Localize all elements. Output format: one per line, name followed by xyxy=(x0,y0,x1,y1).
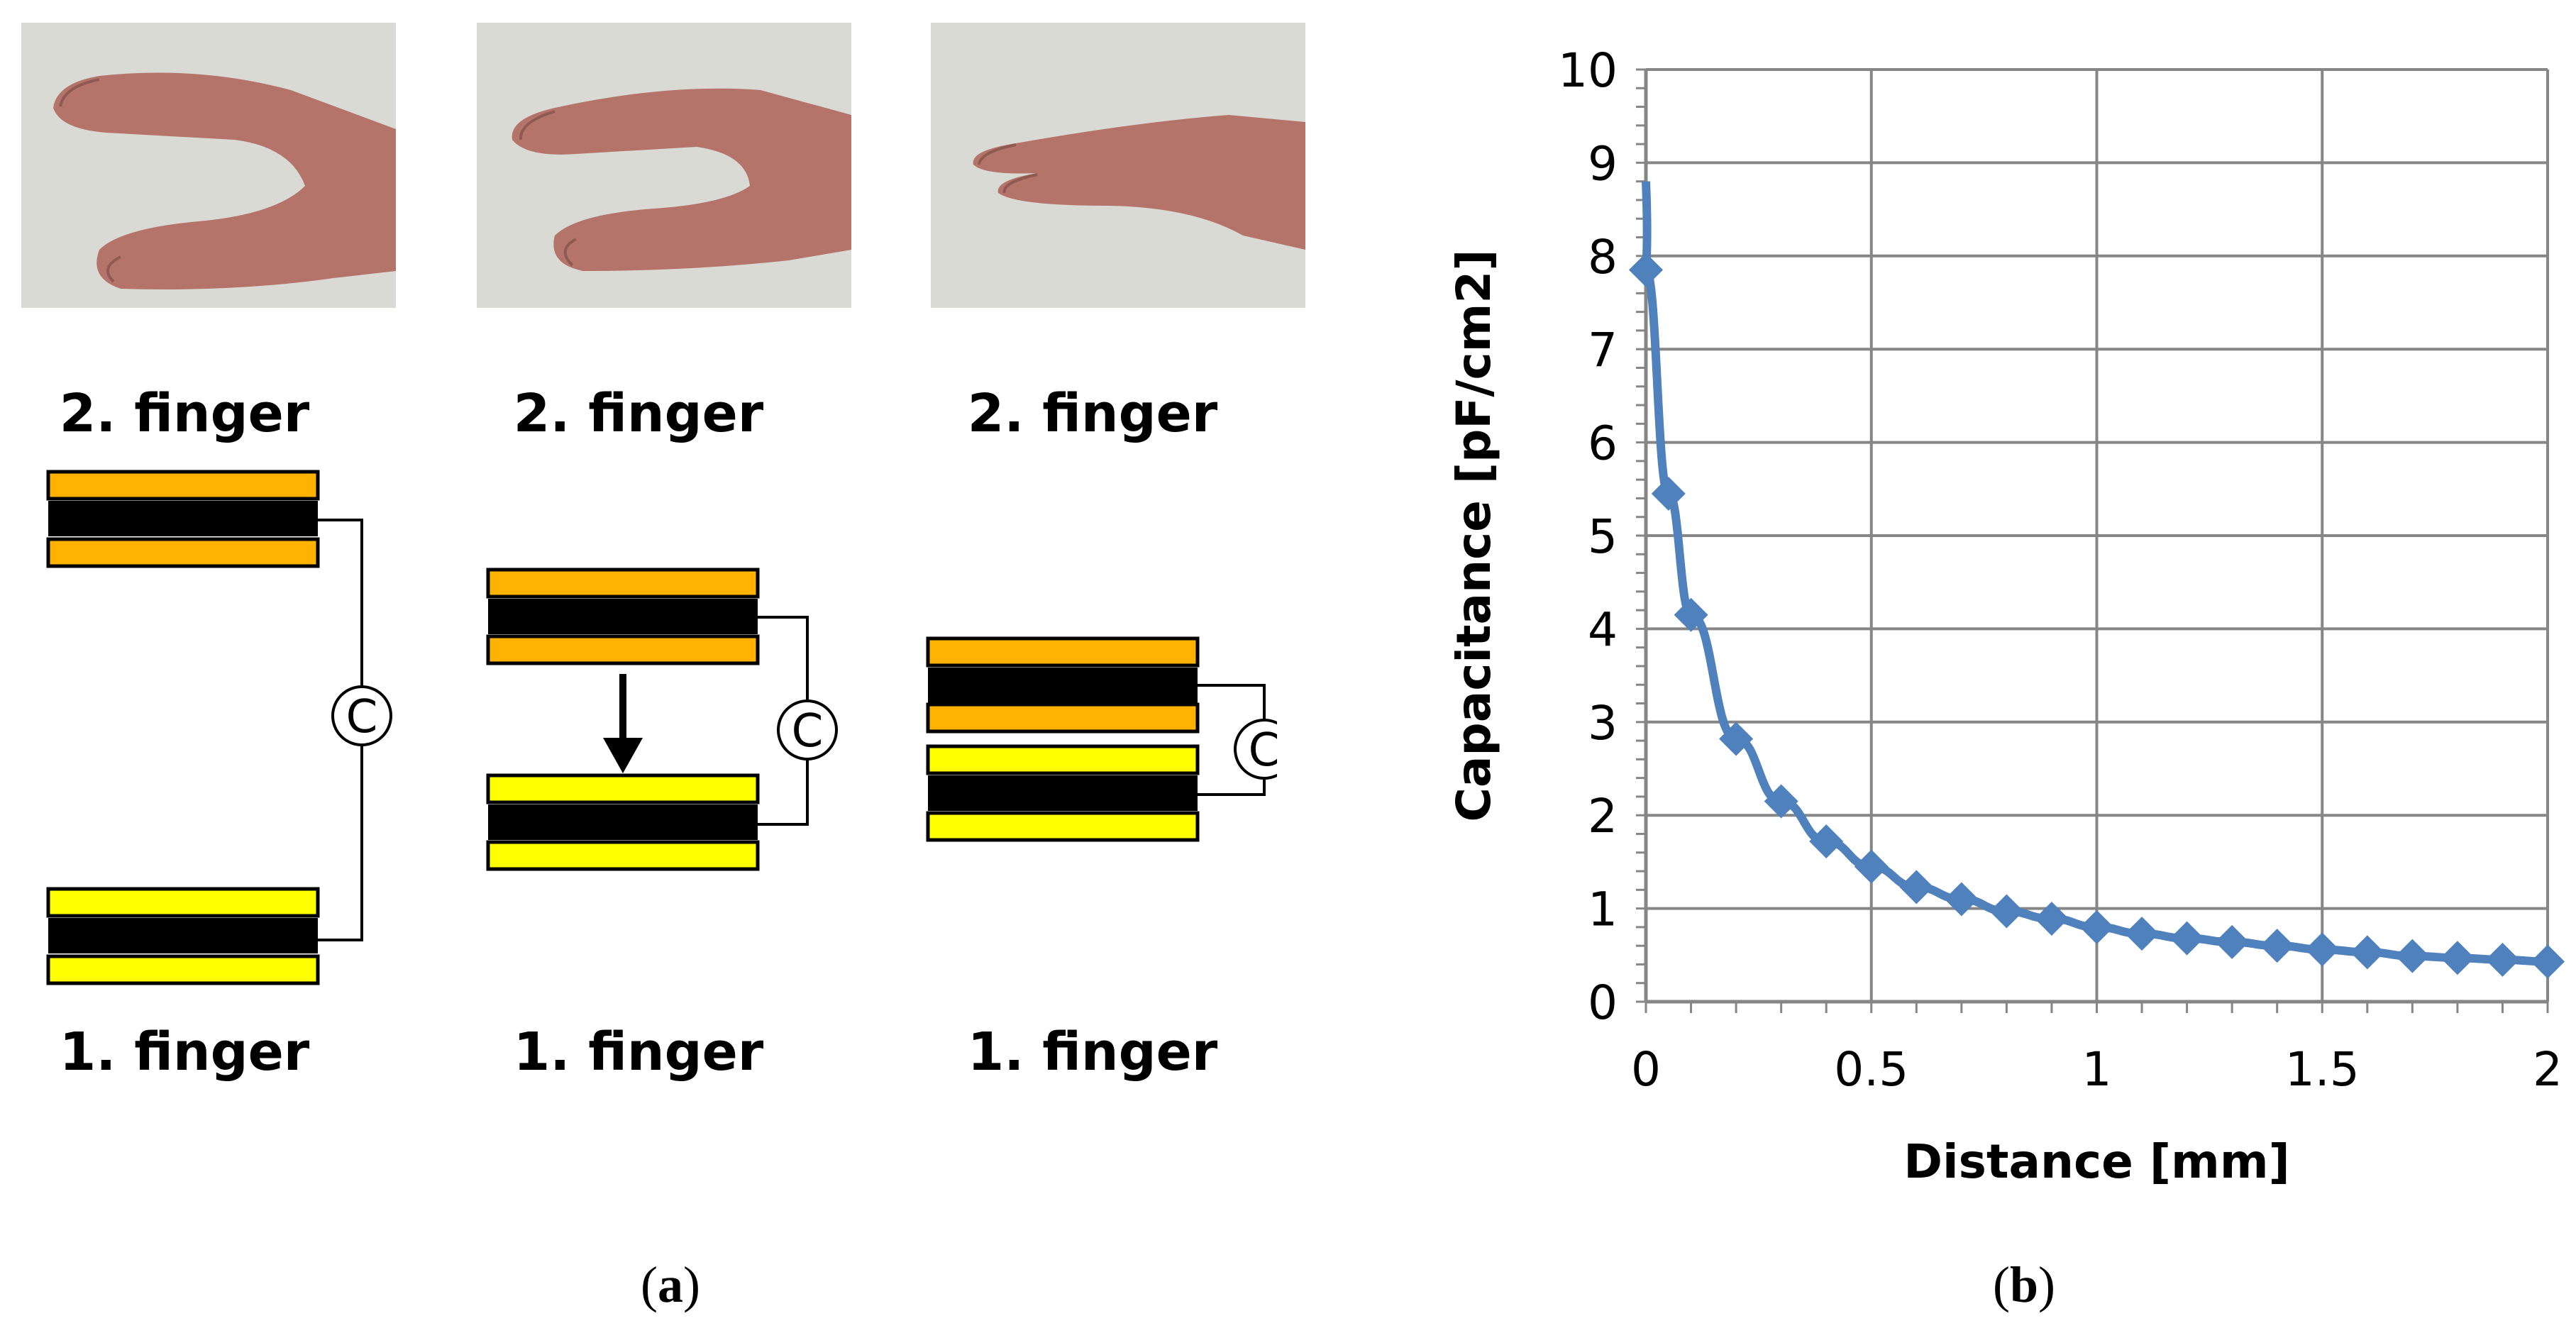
data-point-marker xyxy=(2440,941,2475,975)
y-tick-label: 1 xyxy=(1588,883,1618,937)
chart-tick-labels: 0 1 2 3 4 5 6 7 8 9 10 0 0.5 1 1.5 2 xyxy=(1558,43,2563,1097)
data-point-marker xyxy=(2485,942,2520,977)
x-tick-label: 0.5 xyxy=(1834,1042,1908,1097)
data-point-marker xyxy=(1764,784,1798,819)
y-tick-label: 2 xyxy=(1588,789,1618,844)
chart-grid xyxy=(1644,68,2549,1003)
hand-photo-wide-gap xyxy=(21,23,396,308)
data-point-marker xyxy=(1674,597,1708,632)
data-point-marker xyxy=(2079,909,2114,944)
data-point-marker xyxy=(1651,476,1686,511)
data-point-marker xyxy=(2395,939,2430,973)
capacitor-diagram-wide-gap: C xyxy=(46,470,392,985)
upper-electrode xyxy=(48,501,318,536)
lower-wire xyxy=(318,745,363,941)
data-point-marker xyxy=(1854,849,1889,884)
x-axis-label: Distance [mm] xyxy=(1903,1134,2290,1189)
y-tick-label: 9 xyxy=(1588,136,1618,191)
y-tick-label: 3 xyxy=(1588,696,1618,751)
panel-b: 0 1 2 3 4 5 6 7 8 9 10 0 0.5 1 1.5 2 Distance [mm] Capa… xyxy=(1405,0,2576,1241)
x-tick-label: 1.5 xyxy=(2285,1042,2360,1097)
upper-plate-base xyxy=(46,537,320,568)
data-point-marker xyxy=(2305,932,2340,967)
data-point-marker xyxy=(2260,929,2294,963)
y-tick-label: 5 xyxy=(1588,509,1618,564)
capacitor-symbol-letter: C xyxy=(346,691,378,743)
x-tick-label: 1 xyxy=(2082,1042,2112,1097)
data-point-marker xyxy=(1719,721,1754,756)
upper-plate-cover xyxy=(46,470,320,501)
chart-axes xyxy=(1636,68,2549,1013)
capacitor-symbol xyxy=(331,685,392,746)
y-tick-label: 8 xyxy=(1588,230,1618,284)
hand-photo-medium-gap xyxy=(477,23,851,308)
approach-arrow-head xyxy=(603,738,643,773)
data-point-marker xyxy=(1809,824,1844,858)
lower-plate-base xyxy=(46,954,320,985)
lower-plate-cover xyxy=(46,887,320,918)
data-point-marker xyxy=(2350,935,2384,970)
capacitor-diagram-contact: C xyxy=(926,636,1277,842)
electrode-diagrams: C C C xyxy=(46,470,1277,985)
y-tick-label: 0 xyxy=(1588,975,1618,1030)
upper-finger-label-3: 2. finger xyxy=(967,383,1218,444)
capacitor-diagram-approaching: C xyxy=(486,568,838,871)
lower-finger-label-3: 1. finger xyxy=(967,1022,1218,1083)
y-tick-label: 10 xyxy=(1558,43,1618,98)
capacitor-symbol-letter: C xyxy=(792,705,824,758)
data-point-marker xyxy=(2034,902,2069,936)
data-point-marker xyxy=(2215,924,2250,959)
lower-finger-label-2: 1. finger xyxy=(513,1022,764,1083)
caption-a: (a) xyxy=(641,1256,700,1313)
y-tick-label: 4 xyxy=(1588,602,1618,657)
upper-finger-label-1: 2. finger xyxy=(59,383,310,444)
chart-series xyxy=(1629,181,2565,979)
upper-wire xyxy=(318,519,363,687)
data-point-marker xyxy=(1899,870,1934,905)
upper-finger-label-2: 2. finger xyxy=(513,383,764,444)
data-point-marker xyxy=(2531,944,2565,979)
data-point-marker xyxy=(2125,917,2160,951)
lower-electrode xyxy=(48,918,318,953)
y-tick-label: 6 xyxy=(1588,416,1618,471)
capacitor-symbol-letter: C xyxy=(1249,724,1277,777)
x-tick-label: 0 xyxy=(1631,1042,1661,1097)
panel-a: 2. finger 2. finger 2. finger 1. finger … xyxy=(0,0,1305,1333)
x-tick-label: 2 xyxy=(2533,1042,2563,1097)
data-point-marker xyxy=(2169,921,2204,956)
caption-b: (b) xyxy=(1992,1256,2056,1313)
data-point-marker xyxy=(1944,882,1979,917)
y-axis-label: Capacitance [pF/cm2] xyxy=(1447,249,1501,822)
data-point-marker xyxy=(1629,253,1663,287)
y-tick-label: 7 xyxy=(1588,323,1618,377)
lower-finger-label-1: 1. finger xyxy=(59,1022,310,1083)
data-point-marker xyxy=(1989,894,2024,929)
capacitance-chart: 0 1 2 3 4 5 6 7 8 9 10 0 0.5 1 1.5 2 Distance [mm] Capa… xyxy=(1447,43,2565,1189)
hand-photo-near-contact xyxy=(931,23,1305,308)
